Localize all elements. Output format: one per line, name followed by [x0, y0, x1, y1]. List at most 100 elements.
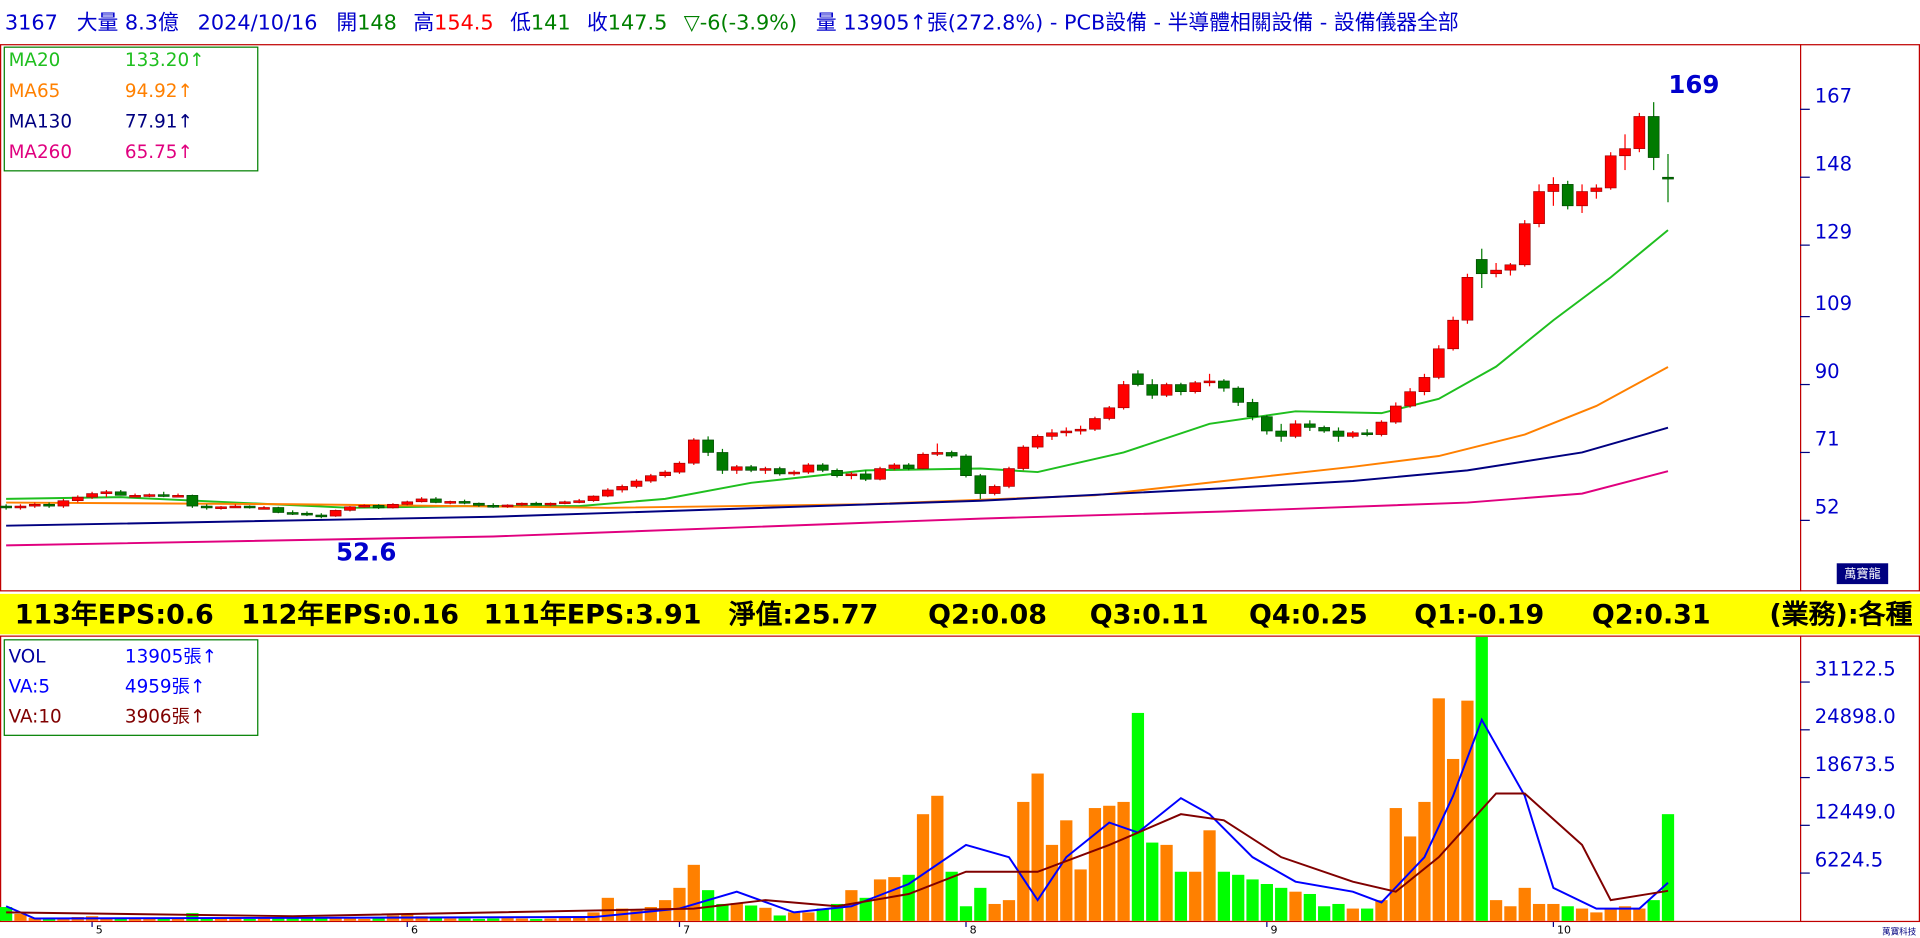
- legend-name: MA65: [9, 81, 61, 102]
- average-line: [6, 792, 1669, 918]
- volume-bar: [1375, 900, 1388, 921]
- legend-name: VOL: [9, 647, 47, 668]
- candle-body: [401, 501, 414, 505]
- candle-body: [587, 495, 600, 502]
- candle-body: [816, 464, 829, 471]
- candle-body: [573, 500, 585, 503]
- candle-body: [759, 468, 772, 471]
- volume-bar: [200, 917, 213, 921]
- volume-bar: [214, 918, 228, 921]
- candle-body: [1146, 384, 1159, 396]
- candle-body: [730, 466, 743, 471]
- min-annotation: 52.6: [336, 538, 396, 567]
- x-tick-label: 5: [96, 924, 103, 937]
- legend-value: 13905張↑: [125, 647, 217, 668]
- volume-bar: [458, 918, 471, 921]
- volume-bar: [1633, 908, 1646, 921]
- candle-body: [1117, 384, 1130, 409]
- candle-body: [645, 475, 657, 482]
- volume-bar: [1361, 908, 1374, 921]
- volume-bar: [1275, 887, 1288, 921]
- candle-body: [687, 439, 700, 464]
- volume-bar: [1346, 908, 1359, 921]
- candle-body: [602, 489, 614, 497]
- average-line: [6, 426, 1669, 527]
- candle-body: [143, 494, 156, 497]
- volume-bar: [945, 871, 958, 921]
- volume-bar: [243, 918, 256, 921]
- date: 2024/10/16: [198, 10, 318, 34]
- candle-body: [1432, 348, 1445, 378]
- x-tick-label: 7: [683, 924, 690, 937]
- candle-body: [988, 486, 1001, 494]
- legend-value: 4959張↑: [125, 677, 205, 698]
- candle-body: [1490, 269, 1502, 275]
- volume-bar: [257, 918, 271, 921]
- volume-bar: [1017, 801, 1030, 921]
- candle-body: [1175, 384, 1187, 392]
- volume-bar: [1131, 712, 1145, 921]
- volume-bar: [1031, 773, 1044, 921]
- logo: 萬寶龍: [1844, 566, 1881, 581]
- close-value: 147.5: [608, 10, 668, 34]
- candle-body: [516, 502, 528, 506]
- candle-body: [372, 505, 385, 509]
- candle-body: [1447, 319, 1459, 350]
- open-label: 開: [336, 10, 357, 34]
- volume-bar: [100, 917, 113, 921]
- volume-bar: [974, 887, 987, 921]
- y-tick-label: 12449.0: [1815, 801, 1896, 824]
- candle-body: [1375, 421, 1388, 435]
- legend-value: 133.20↑: [125, 50, 205, 71]
- volume-bar: [544, 918, 557, 921]
- candle-body: [243, 505, 256, 509]
- volume-bar: [300, 918, 314, 921]
- y-tick-label: 31122.5: [1815, 657, 1896, 680]
- volume-bar: [888, 877, 901, 921]
- candle-body: [501, 504, 514, 508]
- fundamentals-bar: [0, 593, 1920, 635]
- candle-body: [1189, 382, 1202, 392]
- candle-body: [802, 464, 815, 473]
- fundamental-item: 淨值:25.77: [729, 599, 879, 630]
- volume-bar: [1547, 903, 1560, 921]
- volume-bar: [1002, 900, 1016, 921]
- candle-body: [1232, 387, 1245, 403]
- candle-body: [702, 439, 714, 453]
- candle-body: [473, 502, 485, 506]
- volume-bar: [1404, 836, 1417, 921]
- candle-body: [1332, 430, 1345, 437]
- volume-bar: [1203, 830, 1216, 921]
- candle-body: [1504, 264, 1517, 271]
- volume-bar: [773, 915, 786, 921]
- candle-body: [1347, 432, 1359, 437]
- candle-body: [1547, 184, 1560, 192]
- legend-value: 3906張↑: [125, 707, 205, 728]
- candle-body: [1318, 427, 1330, 432]
- candle-body: [1647, 116, 1660, 158]
- volume-bar: [730, 903, 743, 921]
- volume-bar: [487, 918, 500, 921]
- close-label: 收: [587, 10, 608, 34]
- volume-bar: [1647, 900, 1660, 921]
- fundamental-item: Q4:0.25: [1249, 599, 1368, 630]
- volume-bar: [1246, 879, 1259, 921]
- candle-body: [845, 473, 858, 477]
- volume-bar: [186, 913, 199, 921]
- volume-bar: [472, 918, 486, 921]
- volume-bar: [229, 918, 242, 921]
- volume-bar: [1389, 808, 1402, 921]
- volume-bar: [1174, 871, 1188, 921]
- volume-bar: [816, 908, 829, 921]
- x-tick-label: 6: [411, 924, 418, 937]
- volume-bar: [530, 918, 543, 921]
- legend-name: MA130: [9, 111, 72, 132]
- volume-bar: [114, 918, 127, 921]
- volume-bar: [687, 864, 700, 921]
- candle-body: [57, 500, 70, 507]
- candle-body: [129, 495, 141, 498]
- candle-body: [559, 501, 571, 504]
- candle-body: [387, 503, 399, 509]
- candle-body: [71, 496, 84, 502]
